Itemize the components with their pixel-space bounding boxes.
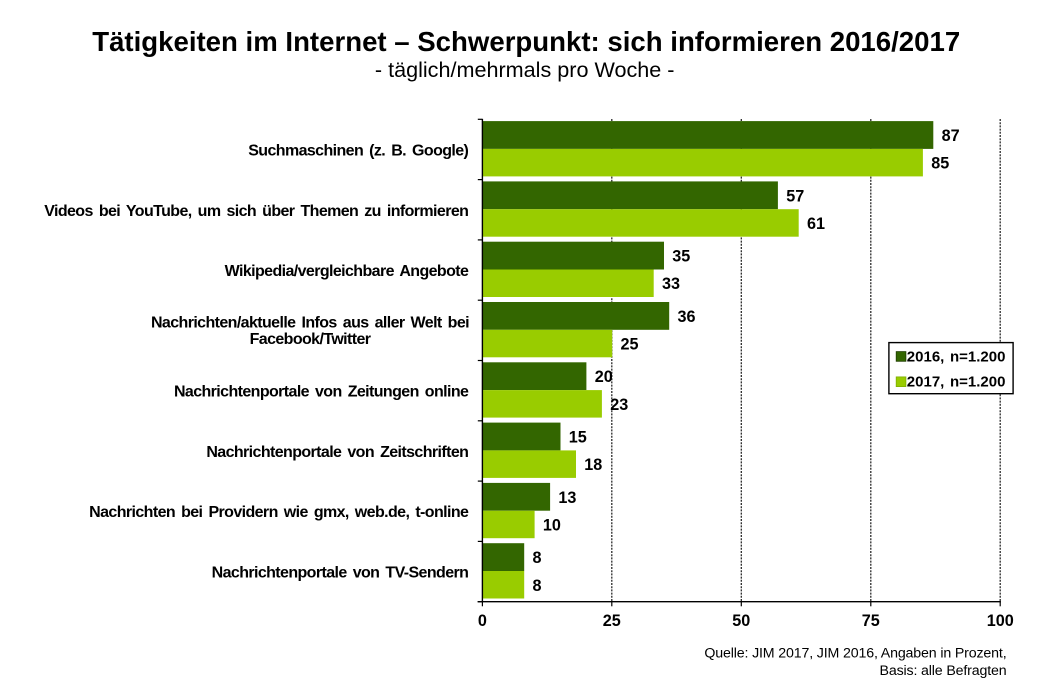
svg-text:15: 15 bbox=[569, 429, 587, 447]
svg-text:Suchmaschinen (z. B. Google): Suchmaschinen (z. B. Google) bbox=[248, 142, 468, 159]
svg-text:18: 18 bbox=[584, 456, 602, 474]
svg-text:50: 50 bbox=[732, 612, 750, 630]
svg-text:Nachrichten/aktuelle Infos au: Nachrichten/aktuelle Infos aus aller Wel… bbox=[151, 315, 469, 332]
svg-text:0: 0 bbox=[478, 612, 487, 630]
svg-text:35: 35 bbox=[672, 248, 690, 266]
svg-text:Videos bei YouTube, um sich üb: Videos bei YouTube, um sich über Themen … bbox=[44, 203, 468, 220]
svg-text:25: 25 bbox=[603, 612, 621, 630]
svg-text:13: 13 bbox=[558, 489, 576, 507]
svg-text:Facebook/Twitter: Facebook/Twitter bbox=[250, 331, 371, 348]
svg-text:36: 36 bbox=[678, 308, 696, 326]
svg-text:- täglich/mehrmals pro Woche -: - täglich/mehrmals pro Woche - bbox=[375, 57, 675, 82]
svg-text:Tätigkeiten im Internet – Schw: Tätigkeiten im Internet – Schwerpunkt: s… bbox=[92, 26, 960, 57]
svg-text:100: 100 bbox=[987, 612, 1014, 630]
svg-text:Nachrichtenportale von Zeitsch: Nachrichtenportale von Zeitschriften bbox=[206, 444, 468, 461]
svg-text:Nachrichten bei Providern wie: Nachrichten bei Providern wie gmx, web.d… bbox=[89, 504, 469, 521]
svg-text:2017, n=1.200: 2017, n=1.200 bbox=[907, 374, 1006, 391]
svg-text:Nachrichtenportale von Zeitung: Nachrichtenportale von Zeitungen online bbox=[174, 384, 469, 401]
svg-text:33: 33 bbox=[662, 275, 680, 293]
svg-text:8: 8 bbox=[533, 577, 542, 595]
svg-text:75: 75 bbox=[862, 612, 880, 630]
svg-text:57: 57 bbox=[786, 187, 804, 205]
svg-text:Quelle: JIM 2017, JIM 2016, An: Quelle: JIM 2017, JIM 2016, Angaben in P… bbox=[704, 645, 1006, 661]
svg-text:8: 8 bbox=[533, 549, 542, 567]
svg-text:Nachrichtenportale von TV-Send: Nachrichtenportale von TV-Sendern bbox=[212, 565, 469, 582]
svg-text:25: 25 bbox=[621, 336, 639, 354]
svg-text:61: 61 bbox=[807, 215, 825, 233]
svg-text:Wikipedia/vergleichbare Angebo: Wikipedia/vergleichbare Angebote bbox=[225, 263, 469, 280]
svg-text:Basis: alle Befragten: Basis: alle Befragten bbox=[880, 663, 1007, 679]
svg-text:85: 85 bbox=[931, 155, 949, 173]
svg-text:20: 20 bbox=[595, 368, 613, 386]
svg-text:23: 23 bbox=[610, 396, 628, 414]
svg-text:2016, n=1.200: 2016, n=1.200 bbox=[907, 348, 1006, 365]
svg-text:87: 87 bbox=[942, 127, 960, 145]
svg-text:10: 10 bbox=[543, 517, 561, 535]
